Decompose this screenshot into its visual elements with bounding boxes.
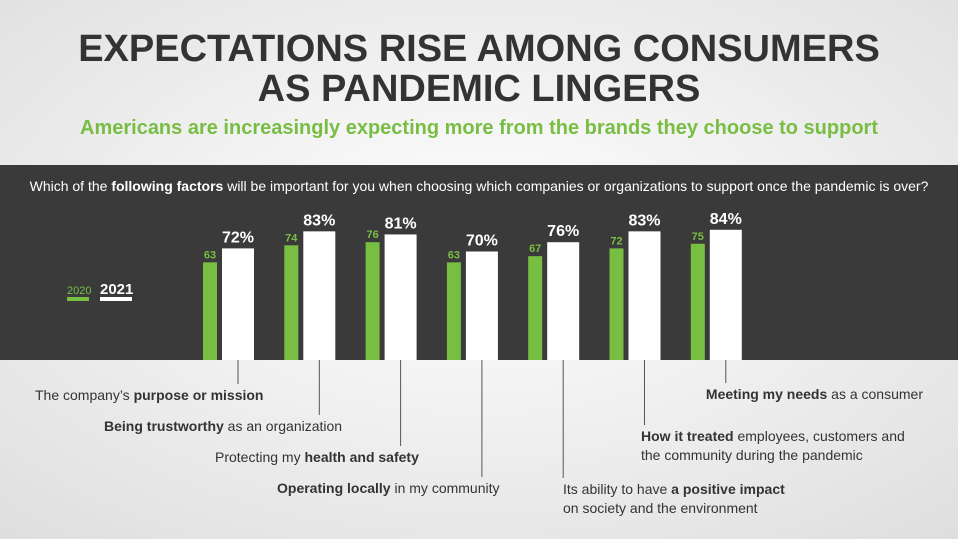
- legend-swatch: [67, 297, 89, 301]
- value-label: 63: [204, 249, 216, 261]
- bar: [384, 234, 417, 360]
- bar: [365, 242, 380, 360]
- category-label: Being trustworthy as an organization: [104, 418, 342, 434]
- text-segment: The company’s: [35, 387, 134, 403]
- value-label: 83%: [628, 212, 660, 229]
- text-segment: employees, customers and: [734, 428, 905, 444]
- value-label: 63: [448, 249, 460, 261]
- text-segment: Meeting my needs: [706, 386, 828, 402]
- category-label: on society and the environment: [563, 500, 758, 516]
- bar: [465, 251, 498, 360]
- text-segment: Protecting my: [215, 449, 304, 465]
- text-segment: Its ability to have: [563, 481, 671, 497]
- question: Which of the following factors will be i…: [30, 178, 929, 194]
- text-segment: How it treated: [641, 428, 734, 444]
- category-label: Meeting my needs as a consumer: [706, 386, 923, 402]
- text-segment: as a consumer: [827, 386, 923, 402]
- bar: [709, 229, 742, 360]
- bar: [628, 231, 661, 360]
- value-label: 81%: [385, 215, 417, 232]
- chart-subtitle: Americans are increasingly expecting mor…: [80, 117, 878, 139]
- bar: [609, 248, 624, 360]
- category-label: Operating locally in my community: [277, 480, 500, 496]
- text-segment: Being trustworthy: [104, 418, 224, 434]
- text-segment: on society and the environment: [563, 500, 758, 516]
- text-segment: in my community: [391, 480, 500, 496]
- value-label: 84%: [710, 211, 742, 228]
- category-label: The company’s purpose or mission: [35, 387, 264, 403]
- chart-title: AS PANDEMIC LINGERS: [258, 68, 701, 110]
- value-label: 83%: [303, 212, 335, 229]
- text-segment: will be important for you when choosing …: [223, 178, 928, 194]
- value-label: 74: [285, 232, 298, 244]
- text-segment: as an organization: [224, 418, 342, 434]
- legend-swatch: [100, 297, 132, 301]
- value-label: 72%: [222, 229, 254, 246]
- bar: [222, 248, 254, 360]
- text-segment: health and safety: [304, 449, 419, 465]
- category-label: the community during the pandemic: [641, 447, 863, 463]
- category-label: Protecting my health and safety: [215, 449, 419, 465]
- value-label: 76%: [547, 223, 579, 240]
- text-segment: a positive impact: [671, 481, 785, 497]
- text-segment: Which of the: [30, 178, 112, 194]
- bar: [303, 231, 336, 360]
- value-label: 76: [366, 229, 378, 241]
- category-label: How it treated employees, customers and: [641, 428, 905, 444]
- bar: [284, 245, 299, 360]
- text-segment: purpose or mission: [134, 387, 264, 403]
- bar: [690, 243, 705, 360]
- category-label: Its ability to have a positive impact: [563, 481, 785, 497]
- value-label: 75: [692, 231, 704, 243]
- text-segment: the community during the pandemic: [641, 447, 863, 463]
- bar: [528, 256, 543, 360]
- legend-label: 2020: [67, 285, 91, 297]
- bar: [547, 242, 580, 360]
- value-label: 67: [529, 243, 541, 255]
- bar: [446, 262, 461, 360]
- text-segment: following factors: [111, 178, 223, 194]
- chart-title: EXPECTATIONS RISE AMONG CONSUMERS: [78, 28, 880, 70]
- value-label: 70%: [466, 233, 498, 250]
- text-segment: Operating locally: [277, 480, 391, 496]
- legend-label: 2021: [100, 281, 133, 298]
- value-label: 72: [610, 235, 622, 247]
- bar: [203, 262, 217, 360]
